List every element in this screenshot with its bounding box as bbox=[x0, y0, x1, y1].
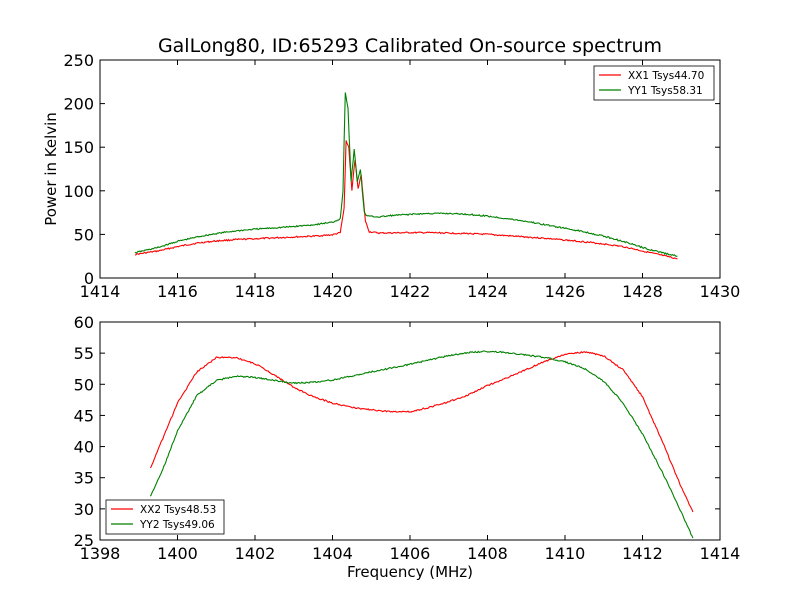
x-tick-label: 1426 bbox=[545, 282, 586, 301]
y-tick-label: 45 bbox=[74, 406, 94, 425]
x-tick-label: 1410 bbox=[545, 544, 586, 563]
legend-box bbox=[593, 65, 715, 101]
chart-title: GalLong80, ID:65293 Calibrated On-source… bbox=[158, 35, 662, 57]
series-line-1-1 bbox=[134, 140, 678, 260]
x-tick-label: 1416 bbox=[157, 282, 198, 301]
y-tick-label: 50 bbox=[74, 225, 94, 244]
x-tick-label: 1406 bbox=[390, 544, 431, 563]
x-tick-label: 1414 bbox=[80, 282, 121, 301]
x-tick-label: 1400 bbox=[157, 544, 198, 563]
y-tick-label: 150 bbox=[63, 138, 94, 157]
x-tick-label: 1402 bbox=[235, 544, 276, 563]
y-tick-label: 55 bbox=[74, 344, 94, 363]
y-tick-label: 100 bbox=[63, 182, 94, 201]
legend-label: YY2 Tsys49.06 bbox=[139, 519, 215, 531]
y-tick-label: 50 bbox=[74, 375, 94, 394]
series-line-2-1 bbox=[149, 351, 694, 513]
x-axis-label: Frequency (MHz) bbox=[347, 563, 473, 581]
y-tick-label: 0 bbox=[84, 269, 94, 288]
x-tick-label: 1412 bbox=[622, 544, 663, 563]
x-tick-label: 1414 bbox=[700, 544, 741, 563]
plot-1: 1414 1416 1418 1420 1422 1424 1426 1428 1430 0 50 1… bbox=[42, 51, 740, 301]
x-tick-label: 1404 bbox=[312, 544, 353, 563]
y-tick-label: 30 bbox=[74, 500, 94, 519]
legend: XX1 Tsys44.70 YY1 Tsys58.31 bbox=[593, 65, 715, 101]
y-tick-label: 40 bbox=[74, 438, 94, 457]
legend-box bbox=[105, 499, 225, 535]
y-tick-label: 25 bbox=[74, 531, 94, 550]
legend-label: XX2 Tsys48.53 bbox=[140, 504, 216, 516]
legend: XX2 Tsys48.53 YY2 Tsys49.06 bbox=[105, 499, 225, 535]
y-tick-label: 35 bbox=[74, 469, 94, 488]
x-tick-label: 1408 bbox=[467, 544, 508, 563]
x-tick-label: 1420 bbox=[312, 282, 353, 301]
legend-label: XX1 Tsys44.70 bbox=[628, 70, 704, 82]
x-tick-label: 1424 bbox=[467, 282, 508, 301]
series-line-1-2 bbox=[134, 92, 678, 257]
legend-label: YY1 Tsys58.31 bbox=[627, 85, 703, 97]
x-tick-label: 1398 bbox=[80, 544, 121, 563]
x-tick-label: 1422 bbox=[390, 282, 431, 301]
y-axis-label: Power in Kelvin bbox=[42, 112, 60, 226]
y-tick-label: 60 bbox=[74, 313, 94, 332]
y-tick-label: 200 bbox=[63, 95, 94, 114]
plot-2: 1398 1400 1402 1404 1406 1408 1410 1412 1414 25 30… bbox=[74, 313, 741, 581]
x-tick-label: 1418 bbox=[235, 282, 276, 301]
series-line-2-2 bbox=[149, 350, 694, 539]
y-tick-label: 250 bbox=[63, 51, 94, 70]
x-tick-label: 1428 bbox=[622, 282, 663, 301]
x-tick-label: 1430 bbox=[700, 282, 741, 301]
